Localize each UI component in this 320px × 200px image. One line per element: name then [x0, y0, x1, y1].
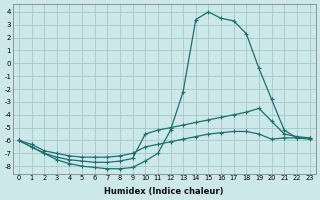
X-axis label: Humidex (Indice chaleur): Humidex (Indice chaleur): [104, 187, 224, 196]
